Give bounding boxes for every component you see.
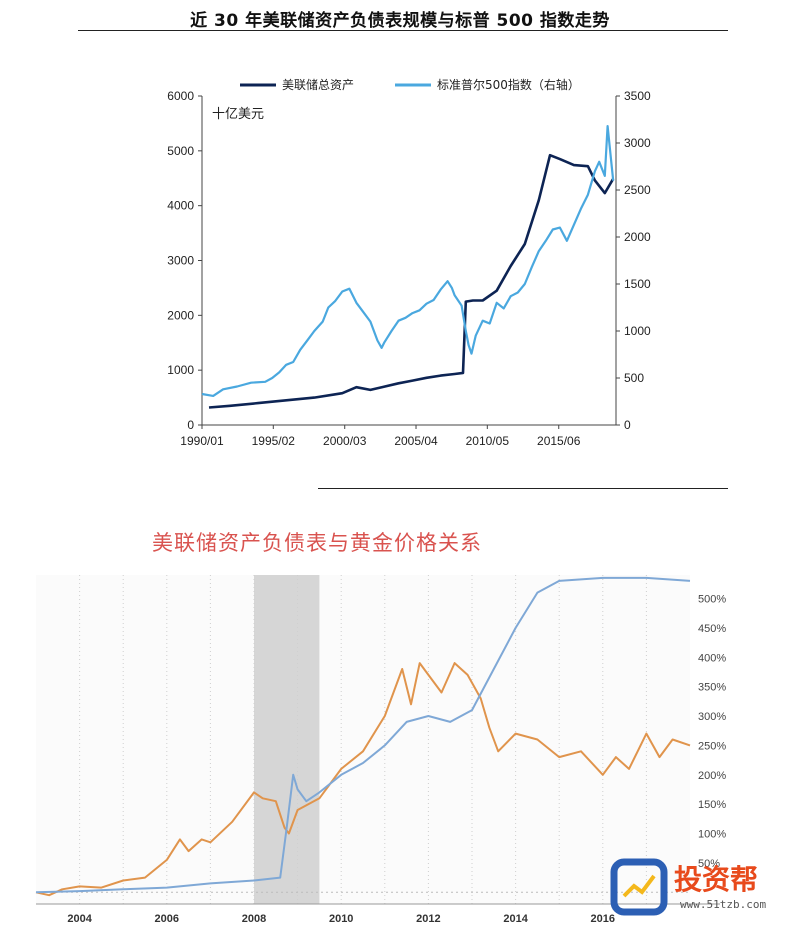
y-tick-label: 100%: [698, 829, 726, 841]
gold-chart-title: 美联储资产负债表与黄金价格关系: [152, 531, 482, 555]
y-tick-label: 400%: [698, 652, 726, 664]
left-tick-label: 1000: [167, 363, 194, 377]
watermark-logo: [610, 858, 668, 916]
x-tick-label: 2008: [242, 913, 266, 925]
x-tick-label: 2006: [155, 913, 179, 925]
right-tick-label: 2000: [624, 230, 651, 244]
y-tick-label: 450%: [698, 623, 726, 635]
legend-label: 美联储总资产: [282, 77, 354, 92]
right-tick-label: 3500: [624, 89, 651, 103]
fed-gold-chart: 2004 2006 2008 2010 2012 2014 2016 50% 100% 150% 2…: [35, 575, 726, 925]
right-tick-label: 0: [624, 418, 631, 432]
x-tick-label: 2005/04: [394, 434, 438, 448]
left-tick-label: 5000: [167, 144, 194, 158]
shaded-period: [254, 575, 320, 904]
y-tick-label: 200%: [698, 770, 726, 782]
left-tick-label: 6000: [167, 89, 194, 103]
legend-label: 标准普尔500指数（右轴）: [437, 77, 580, 92]
sp500-line: [201, 124, 615, 397]
left-tick-label: 4000: [167, 199, 194, 213]
fed-assets-line: [208, 153, 615, 409]
x-tick-label: 2010/05: [466, 434, 510, 448]
left-tick-label: 2000: [167, 308, 194, 322]
gold-price-line: [35, 662, 691, 897]
unit-label: 十亿美元: [212, 107, 264, 122]
page-title: 近 30 年美联储资产负债表规模与标普 500 指数走势: [190, 11, 610, 31]
watermark-brand: 投资帮: [674, 863, 759, 896]
fed-sp500-chart: 0 1000 2000 3000 4000 5000 6000 0 500 1000 1500 200…: [167, 77, 651, 448]
x-tick-label: 1995/02: [252, 434, 296, 448]
y-tick-label: 350%: [698, 682, 726, 694]
y-tick-label: 50%: [698, 858, 720, 870]
y-tick-label: 500%: [698, 594, 726, 606]
title-rule: [78, 30, 728, 31]
left-tick-label: 3000: [167, 254, 194, 268]
right-tick-label: 1500: [624, 277, 651, 291]
x-tick-label: 2010: [329, 913, 353, 925]
y-tick-label: 300%: [698, 711, 726, 723]
x-tick-label: 2015/06: [537, 434, 581, 448]
left-tick-label: 0: [187, 418, 194, 432]
x-tick-label: 2004: [67, 913, 92, 925]
x-tick-label: 2016: [591, 913, 615, 925]
plot-background: [36, 575, 690, 904]
watermark-url: www.51tzb.com: [680, 898, 767, 911]
right-tick-label: 2500: [624, 183, 651, 197]
x-tick-label: 1990/01: [180, 434, 224, 448]
section-rule: [318, 488, 728, 489]
x-tick-label: 2014: [503, 913, 528, 925]
right-tick-label: 500: [624, 371, 644, 385]
y-tick-label: 150%: [698, 799, 726, 811]
brand-logo-icon: [610, 858, 668, 916]
right-tick-label: 3000: [624, 136, 651, 150]
right-tick-label: 1000: [624, 324, 651, 338]
x-tick-label: 2000/03: [323, 434, 367, 448]
y-tick-label: 250%: [698, 740, 726, 752]
x-tick-label: 2012: [416, 913, 440, 925]
fed-balance-line: [35, 576, 691, 894]
